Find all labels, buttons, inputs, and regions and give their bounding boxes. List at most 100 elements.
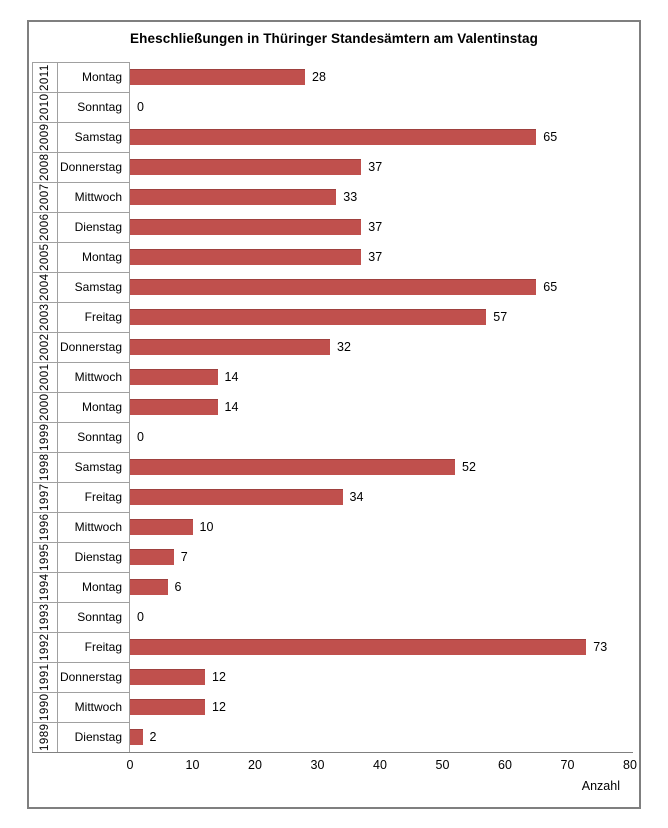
x-axis-tick: 20 — [248, 758, 262, 772]
bar-area: 32 — [130, 332, 636, 362]
year-axis-cell: 1990 — [32, 692, 58, 722]
chart-row: 1992 Freitag 73 — [32, 632, 636, 662]
chart-row: 2007 Mittwoch 33 — [32, 182, 636, 212]
year-axis-label: 2005 — [39, 243, 51, 272]
chart-row: 2000 Montag 14 — [32, 392, 636, 422]
bar-area: 6 — [130, 572, 636, 602]
bar — [130, 699, 205, 715]
year-axis-label: 2003 — [39, 303, 51, 332]
weekday-axis-label: Donnerstag — [58, 332, 130, 362]
weekday-axis-label: Montag — [58, 62, 130, 92]
bar — [130, 459, 455, 475]
year-axis-label: 2007 — [39, 183, 51, 212]
weekday-axis-label: Sonntag — [58, 92, 130, 122]
year-axis-label: 2000 — [39, 393, 51, 422]
bar — [130, 279, 537, 295]
bar — [130, 249, 362, 265]
value-label: 32 — [337, 340, 351, 354]
weekday-axis-label: Freitag — [58, 302, 130, 332]
year-axis-cell: 2003 — [32, 302, 58, 332]
value-label: 6 — [174, 580, 182, 594]
x-axis-title: Anzahl — [581, 779, 620, 793]
year-axis-cell: 2004 — [32, 272, 58, 302]
value-label: 12 — [212, 700, 226, 714]
x-axis-tick: 50 — [435, 758, 450, 772]
x-axis-tick: 10 — [185, 758, 200, 772]
x-axis-tick: 80 — [623, 758, 637, 772]
bar-area: 65 — [130, 122, 636, 152]
year-axis-cell: 1998 — [32, 452, 58, 482]
value-label: 14 — [224, 370, 239, 384]
x-axis-tick: 30 — [310, 758, 325, 772]
bar-area: 0 — [130, 602, 636, 632]
year-axis-label: 2004 — [39, 273, 51, 302]
weekday-axis-label: Montag — [58, 392, 130, 422]
year-axis-cell: 1991 — [32, 662, 58, 692]
weekday-axis-label: Montag — [58, 242, 130, 272]
value-label: 57 — [493, 310, 508, 324]
weekday-axis-label: Dienstag — [58, 212, 130, 242]
bar-area: 37 — [130, 212, 636, 242]
x-axis-tick: 40 — [373, 758, 387, 772]
year-axis-cell: 2010 — [32, 92, 58, 122]
year-axis-cell: 2007 — [32, 182, 58, 212]
value-label: 37 — [368, 160, 383, 174]
weekday-axis-label: Mittwoch — [58, 692, 130, 722]
bar-area: 28 — [130, 62, 636, 92]
x-axis-tick: 60 — [498, 758, 512, 772]
year-axis-cell: 1999 — [32, 422, 58, 452]
year-axis-cell: 1997 — [32, 482, 58, 512]
weekday-axis-label: Samstag — [58, 452, 130, 482]
chart-row: 2009 Samstag 65 — [32, 122, 636, 152]
bar — [130, 489, 343, 505]
value-label: 0 — [137, 100, 144, 114]
year-axis-label: 1994 — [39, 573, 51, 602]
weekday-axis-label: Samstag — [58, 122, 130, 152]
year-axis-label: 1999 — [39, 423, 51, 452]
weekday-axis-label: Montag — [58, 572, 130, 602]
year-axis-cell: 2000 — [32, 392, 58, 422]
weekday-axis-label: Freitag — [58, 482, 130, 512]
bar-area: 52 — [130, 452, 636, 482]
weekday-axis-label: Mittwoch — [58, 182, 130, 212]
year-axis-label: 2002 — [39, 333, 51, 362]
year-axis-cell: 2009 — [32, 122, 58, 152]
chart-row: 2008 Donnerstag 37 — [32, 152, 636, 182]
year-axis-cell: 1994 — [32, 572, 58, 602]
bar-area: 34 — [130, 482, 636, 512]
year-axis-label: 1989 — [39, 723, 51, 752]
bar — [130, 669, 205, 685]
bar-area: 65 — [130, 272, 636, 302]
year-axis-label: 2001 — [39, 363, 51, 392]
year-axis-label: 1995 — [39, 543, 51, 572]
value-label: 37 — [368, 220, 383, 234]
weekday-axis-label: Donnerstag — [58, 662, 130, 692]
x-axis-line — [32, 752, 633, 753]
year-axis-cell: 1996 — [32, 512, 58, 542]
chart-row: 2005 Montag 37 — [32, 242, 636, 272]
value-label: 65 — [543, 280, 558, 294]
chart-row: 1996 Mittwoch 10 — [32, 512, 636, 542]
chart-row: 1989 Dienstag 2 — [32, 722, 636, 752]
year-axis-cell: 2011 — [32, 62, 58, 92]
year-axis-cell: 2001 — [32, 362, 58, 392]
year-axis-label: 2006 — [39, 213, 51, 242]
value-label: 12 — [212, 670, 226, 684]
value-label: 52 — [462, 460, 476, 474]
year-axis-label: 1991 — [39, 663, 51, 692]
weekday-axis-label: Mittwoch — [58, 362, 130, 392]
weekday-axis-label: Sonntag — [58, 602, 130, 632]
bar-area: 2 — [130, 722, 636, 752]
bar — [130, 549, 174, 565]
value-label: 28 — [312, 70, 326, 84]
year-axis-cell: 2005 — [32, 242, 58, 272]
chart-row: 1993 Sonntag 0 — [32, 602, 636, 632]
year-axis-label: 2010 — [39, 93, 51, 122]
weekday-axis-label: Mittwoch — [58, 512, 130, 542]
value-label: 2 — [149, 730, 157, 744]
bar-area: 33 — [130, 182, 636, 212]
value-label: 33 — [343, 190, 358, 204]
year-axis-label: 2009 — [39, 123, 51, 152]
year-axis-cell: 1989 — [32, 722, 58, 752]
